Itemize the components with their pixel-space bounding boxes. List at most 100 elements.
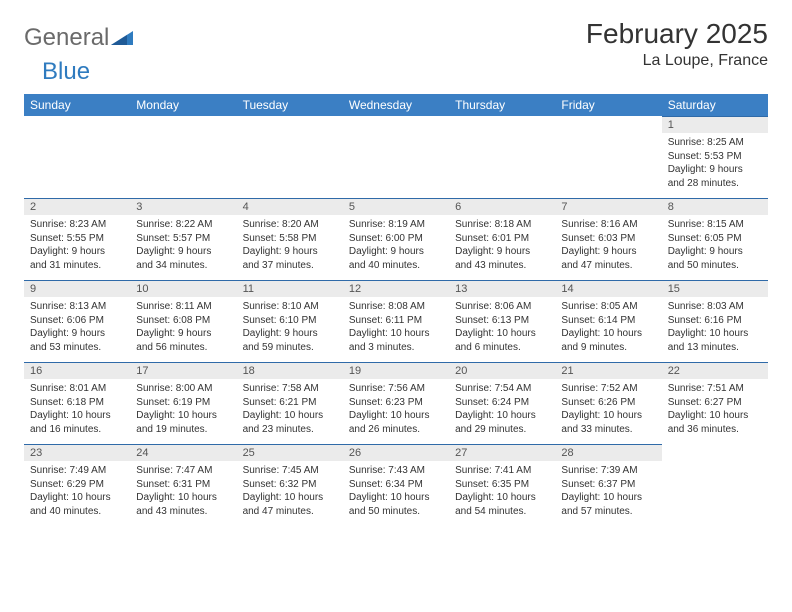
calendar-page: General February 2025 La Loupe, France B… (0, 0, 792, 544)
day-number: 9 (24, 280, 130, 297)
calendar-day-cell: 10Sunrise: 8:11 AMSunset: 6:08 PMDayligh… (130, 280, 236, 362)
sunrise-text: Sunrise: 8:20 AM (243, 218, 337, 232)
sunset-text: Sunset: 6:14 PM (561, 314, 655, 328)
day-details: Sunrise: 7:49 AMSunset: 6:29 PMDaylight:… (24, 461, 130, 522)
sunrise-text: Sunrise: 8:16 AM (561, 218, 655, 232)
sunset-text: Sunset: 6:16 PM (668, 314, 762, 328)
brand-part2: Blue (42, 58, 90, 86)
daylight-text: Daylight: 9 hours and 47 minutes. (561, 245, 655, 272)
day-number: 5 (343, 198, 449, 215)
calendar-day-cell: 28Sunrise: 7:39 AMSunset: 6:37 PMDayligh… (555, 444, 661, 526)
day-number: 8 (662, 198, 768, 215)
calendar-body: 1Sunrise: 8:25 AMSunset: 5:53 PMDaylight… (24, 116, 768, 526)
sunset-text: Sunset: 6:32 PM (243, 478, 337, 492)
sunset-text: Sunset: 6:31 PM (136, 478, 230, 492)
day-details: Sunrise: 8:18 AMSunset: 6:01 PMDaylight:… (449, 215, 555, 276)
day-number: 1 (662, 116, 768, 133)
sunrise-text: Sunrise: 7:41 AM (455, 464, 549, 478)
calendar-day-cell: 14Sunrise: 8:05 AMSunset: 6:14 PMDayligh… (555, 280, 661, 362)
day-details: Sunrise: 7:41 AMSunset: 6:35 PMDaylight:… (449, 461, 555, 522)
sunset-text: Sunset: 6:03 PM (561, 232, 655, 246)
day-details: Sunrise: 7:52 AMSunset: 6:26 PMDaylight:… (555, 379, 661, 440)
daylight-text: Daylight: 9 hours and 40 minutes. (349, 245, 443, 272)
sunrise-text: Sunrise: 7:51 AM (668, 382, 762, 396)
sunrise-text: Sunrise: 7:43 AM (349, 464, 443, 478)
daylight-text: Daylight: 10 hours and 13 minutes. (668, 327, 762, 354)
daylight-text: Daylight: 10 hours and 29 minutes. (455, 409, 549, 436)
daylight-text: Daylight: 9 hours and 53 minutes. (30, 327, 124, 354)
calendar-day-cell: 19Sunrise: 7:56 AMSunset: 6:23 PMDayligh… (343, 362, 449, 444)
day-number: 2 (24, 198, 130, 215)
sunrise-text: Sunrise: 8:00 AM (136, 382, 230, 396)
sunrise-text: Sunrise: 7:58 AM (243, 382, 337, 396)
calendar-day-cell: 13Sunrise: 8:06 AMSunset: 6:13 PMDayligh… (449, 280, 555, 362)
calendar-week-row: 9Sunrise: 8:13 AMSunset: 6:06 PMDaylight… (24, 280, 768, 362)
sunset-text: Sunset: 6:18 PM (30, 396, 124, 410)
sunrise-text: Sunrise: 7:52 AM (561, 382, 655, 396)
calendar-day-cell: 21Sunrise: 7:52 AMSunset: 6:26 PMDayligh… (555, 362, 661, 444)
brand-part1: General (24, 24, 109, 52)
day-number: 16 (24, 362, 130, 379)
daylight-text: Daylight: 10 hours and 26 minutes. (349, 409, 443, 436)
day-number: 25 (237, 444, 343, 461)
day-number: 24 (130, 444, 236, 461)
weekday-header: Friday (555, 94, 661, 116)
sunset-text: Sunset: 6:37 PM (561, 478, 655, 492)
daylight-text: Daylight: 10 hours and 50 minutes. (349, 491, 443, 518)
day-details: Sunrise: 7:39 AMSunset: 6:37 PMDaylight:… (555, 461, 661, 522)
day-number: 20 (449, 362, 555, 379)
sunrise-text: Sunrise: 7:39 AM (561, 464, 655, 478)
sunset-text: Sunset: 6:19 PM (136, 396, 230, 410)
day-details: Sunrise: 8:03 AMSunset: 6:16 PMDaylight:… (662, 297, 768, 358)
sunrise-text: Sunrise: 7:47 AM (136, 464, 230, 478)
sunrise-text: Sunrise: 7:45 AM (243, 464, 337, 478)
day-details: Sunrise: 8:25 AMSunset: 5:53 PMDaylight:… (662, 133, 768, 194)
sunrise-text: Sunrise: 7:49 AM (30, 464, 124, 478)
day-number: 6 (449, 198, 555, 215)
sunset-text: Sunset: 5:55 PM (30, 232, 124, 246)
sunset-text: Sunset: 6:29 PM (30, 478, 124, 492)
calendar-day-cell: 9Sunrise: 8:13 AMSunset: 6:06 PMDaylight… (24, 280, 130, 362)
day-details: Sunrise: 8:16 AMSunset: 6:03 PMDaylight:… (555, 215, 661, 276)
day-details: Sunrise: 7:45 AMSunset: 6:32 PMDaylight:… (237, 461, 343, 522)
logo-triangle-icon (111, 24, 133, 42)
day-details: Sunrise: 8:20 AMSunset: 5:58 PMDaylight:… (237, 215, 343, 276)
calendar-day-cell: 20Sunrise: 7:54 AMSunset: 6:24 PMDayligh… (449, 362, 555, 444)
calendar-week-row: 1Sunrise: 8:25 AMSunset: 5:53 PMDaylight… (24, 116, 768, 198)
calendar-header-row: SundayMondayTuesdayWednesdayThursdayFrid… (24, 94, 768, 116)
sunset-text: Sunset: 6:13 PM (455, 314, 549, 328)
sunset-text: Sunset: 6:35 PM (455, 478, 549, 492)
day-number: 27 (449, 444, 555, 461)
calendar-day-cell: 18Sunrise: 7:58 AMSunset: 6:21 PMDayligh… (237, 362, 343, 444)
calendar-day-cell: 25Sunrise: 7:45 AMSunset: 6:32 PMDayligh… (237, 444, 343, 526)
daylight-text: Daylight: 10 hours and 16 minutes. (30, 409, 124, 436)
calendar-day-cell (237, 116, 343, 198)
daylight-text: Daylight: 10 hours and 40 minutes. (30, 491, 124, 518)
calendar-day-cell: 27Sunrise: 7:41 AMSunset: 6:35 PMDayligh… (449, 444, 555, 526)
daylight-text: Daylight: 10 hours and 47 minutes. (243, 491, 337, 518)
day-details: Sunrise: 8:06 AMSunset: 6:13 PMDaylight:… (449, 297, 555, 358)
location-label: La Loupe, France (586, 52, 768, 70)
calendar-day-cell: 6Sunrise: 8:18 AMSunset: 6:01 PMDaylight… (449, 198, 555, 280)
sunset-text: Sunset: 6:06 PM (30, 314, 124, 328)
daylight-text: Daylight: 9 hours and 37 minutes. (243, 245, 337, 272)
sunrise-text: Sunrise: 8:15 AM (668, 218, 762, 232)
weekday-header: Sunday (24, 94, 130, 116)
calendar-day-cell: 5 Sunrise: 8:19 AMSunset: 6:00 PMDaylight… (343, 198, 449, 280)
day-details: Sunrise: 8:11 AMSunset: 6:08 PMDaylight:… (130, 297, 236, 358)
calendar-day-cell: 15Sunrise: 8:03 AMSunset: 6:16 PMDayligh… (662, 280, 768, 362)
calendar-day-cell (343, 116, 449, 198)
sunset-text: Sunset: 6:08 PM (136, 314, 230, 328)
title-block: February 2025 La Loupe, France (586, 18, 768, 70)
sunrise-text: Sunrise: 8:19 AM (349, 218, 443, 232)
day-details: Sunrise: 7:58 AMSunset: 6:21 PMDaylight:… (237, 379, 343, 440)
calendar-day-cell (662, 444, 768, 526)
brand-logo: General (24, 18, 133, 52)
daylight-text: Daylight: 9 hours and 28 minutes. (668, 163, 762, 190)
calendar-day-cell: 17Sunrise: 8:00 AMSunset: 6:19 PMDayligh… (130, 362, 236, 444)
sunset-text: Sunset: 6:00 PM (349, 232, 443, 246)
day-details: Sunrise: 7:51 AMSunset: 6:27 PMDaylight:… (662, 379, 768, 440)
daylight-text: Daylight: 10 hours and 9 minutes. (561, 327, 655, 354)
day-details: Sunrise: 8:22 AMSunset: 5:57 PMDaylight:… (130, 215, 236, 276)
weekday-header: Wednesday (343, 94, 449, 116)
